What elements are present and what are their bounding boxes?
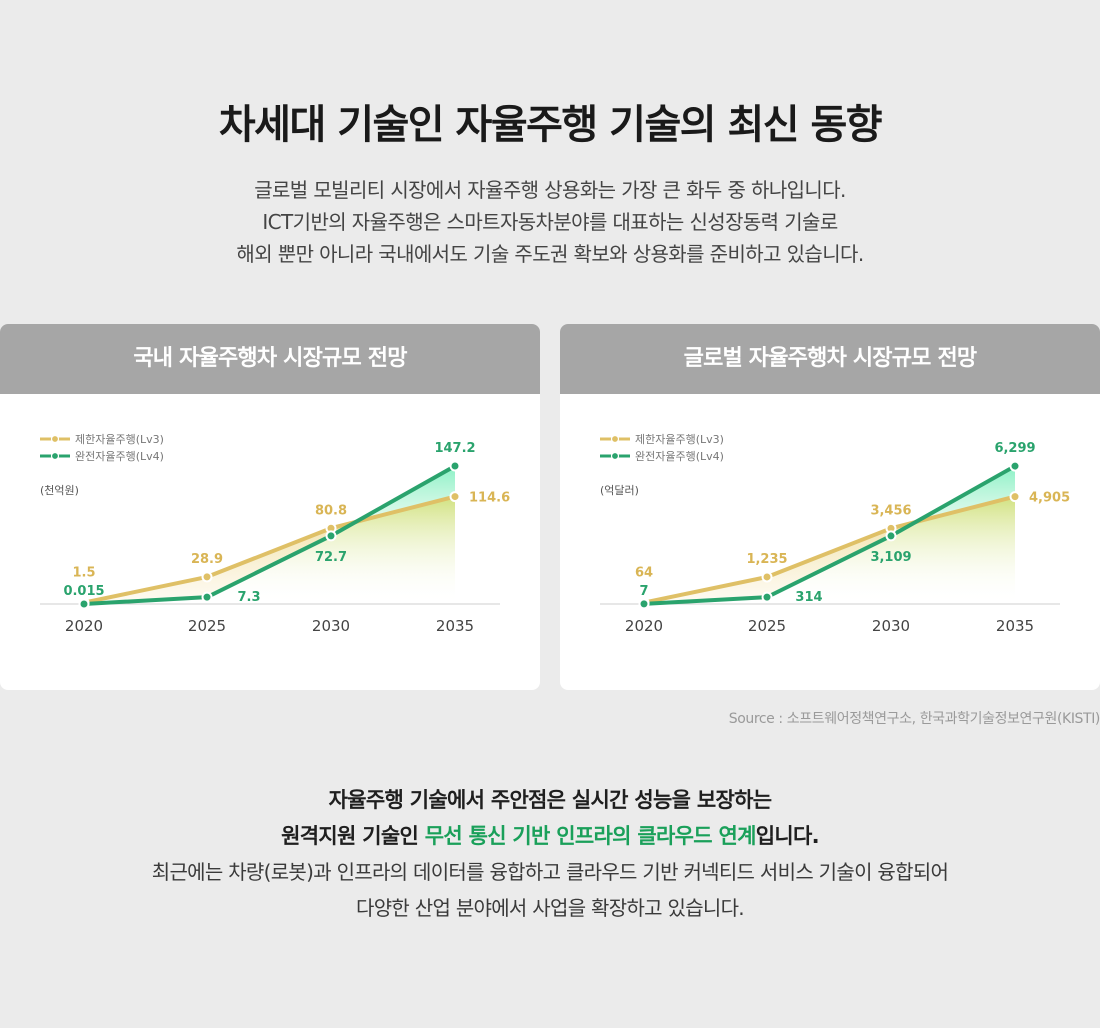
x-tick-label: 2030	[872, 617, 910, 635]
lv4-data-label: 6,299	[994, 441, 1035, 456]
summary-line: 다양한 산업 분야에서 사업을 확장하고 있습니다.	[356, 896, 745, 920]
unit-label: (천억원)	[40, 483, 79, 497]
lv4-point	[325, 530, 337, 542]
lv4-data-label: 7	[639, 584, 648, 599]
x-tick-label: 2020	[65, 617, 103, 635]
intro-line: 글로벌 모빌리티 시장에서 자율주행 상용화는 가장 큰 화두 중 하나입니다.	[254, 178, 846, 202]
lv3-data-label: 64	[635, 566, 653, 581]
domestic-market-line-chart: 1.5 28.9 80.8 114.6 0.015 7.3 72.7 147.2 2020 202…	[40, 433, 510, 635]
lv3-point	[449, 491, 461, 503]
global-market-line-chart: 64 1,235 3,456 4,905 7 314 3,109 6,299 2020 2025 2…	[600, 433, 1070, 635]
summary-line: 자율주행 기술에서 주안점은 실시간 성능을 보장하는	[328, 788, 772, 812]
lv3-area	[84, 496, 455, 604]
lv3-line	[83, 494, 456, 605]
lv4-data-label: 147.2	[434, 441, 475, 456]
lv4-point	[201, 591, 213, 603]
lv4-data-label: 0.015	[63, 584, 104, 599]
summary-line: 최근에는 차량(로봇)과 인프라의 데이터를 융합하고 클라우드 기반 커넥티드…	[151, 860, 949, 884]
page-title: 차세대 기술인 자율주행 기술의 최신 동향	[218, 102, 883, 148]
lv3-data-label: 4,905	[1029, 491, 1070, 506]
lv3-data-label: 28.9	[191, 552, 223, 567]
legend-marker	[610, 434, 620, 444]
legend-label: 완전자율주행(Lv4)	[635, 450, 724, 463]
chart-title: 국내 자율주행차 시장규모 전망	[0, 324, 540, 394]
lv4-data-label: 7.3	[237, 590, 260, 605]
lv4-data-label: 314	[795, 590, 822, 605]
summary-text-part: 입니다.	[755, 824, 820, 848]
lv4-point	[761, 591, 773, 603]
legend-label: 완전자율주행(Lv4)	[75, 450, 164, 463]
legend-marker	[610, 451, 620, 461]
domestic-market-chart-card: 국내 자율주행차 시장규모 전망 1.5 28.9 80.8 114.6 0.015 7.…	[0, 324, 540, 690]
summary-text: 자율주행 기술에서 주안점은 실시간 성능을 보장하는 원격지원 기술인 무선 …	[0, 782, 1100, 926]
summary-text-part: 원격지원 기술인	[281, 824, 425, 848]
legend-marker	[50, 451, 60, 461]
x-tick-label: 2025	[748, 617, 786, 635]
lv3-data-label: 114.6	[469, 491, 510, 506]
lv4-point	[638, 598, 650, 610]
lv3-line	[643, 494, 1016, 605]
lv3-point	[761, 571, 773, 583]
lv4-line	[83, 464, 456, 606]
x-tick-label: 2025	[188, 617, 226, 635]
lv4-point	[885, 530, 897, 542]
lv4-point	[78, 598, 90, 610]
x-tick-label: 2020	[625, 617, 663, 635]
lv3-data-label: 3,456	[870, 503, 911, 518]
lv3-area	[644, 496, 1015, 604]
summary-line: 원격지원 기술인 무선 통신 기반 인프라의 클라우드 연계입니다.	[0, 818, 1100, 854]
unit-label: (억달러)	[600, 484, 639, 497]
legend-label: 제한자율주행(Lv3)	[635, 433, 724, 446]
lv4-point	[1009, 460, 1021, 472]
x-tick-label: 2035	[436, 617, 474, 635]
intro-text: 글로벌 모빌리티 시장에서 자율주행 상용화는 가장 큰 화두 중 하나입니다.…	[0, 174, 1100, 270]
legend-marker	[50, 434, 60, 444]
source-note: Source : 소프트웨어정책연구소, 한국과학기술정보연구원(KISTI)	[728, 711, 1100, 727]
chart-title: 글로벌 자율주행차 시장규모 전망	[560, 324, 1100, 394]
lv3-data-label: 1.5	[72, 566, 95, 581]
lv4-point	[449, 460, 461, 472]
global-market-chart-card: 글로벌 자율주행차 시장규모 전망 64 1,235 3,456 4,905 7 314 3…	[560, 324, 1100, 690]
lv3-data-label: 1,235	[746, 552, 787, 567]
lv4-data-label: 72.7	[315, 550, 347, 565]
summary-highlight: 무선 통신 기반 인프라의 클라우드 연계	[424, 824, 757, 848]
legend-label: 제한자율주행(Lv3)	[75, 433, 164, 446]
lv3-data-label: 80.8	[315, 503, 347, 518]
lv4-line	[643, 464, 1016, 606]
intro-line: 해외 뿐만 아니라 국내에서도 기술 주도권 확보와 상용화를 준비하고 있습니…	[236, 242, 864, 266]
lv4-data-label: 3,109	[870, 550, 911, 565]
x-tick-label: 2035	[996, 617, 1034, 635]
intro-line: ICT기반의 자율주행은 스마트자동차분야를 대표하는 신성장동력 기술로	[262, 210, 838, 234]
lv3-point	[201, 571, 213, 583]
x-tick-label: 2030	[312, 617, 350, 635]
lv3-point	[1009, 491, 1021, 503]
